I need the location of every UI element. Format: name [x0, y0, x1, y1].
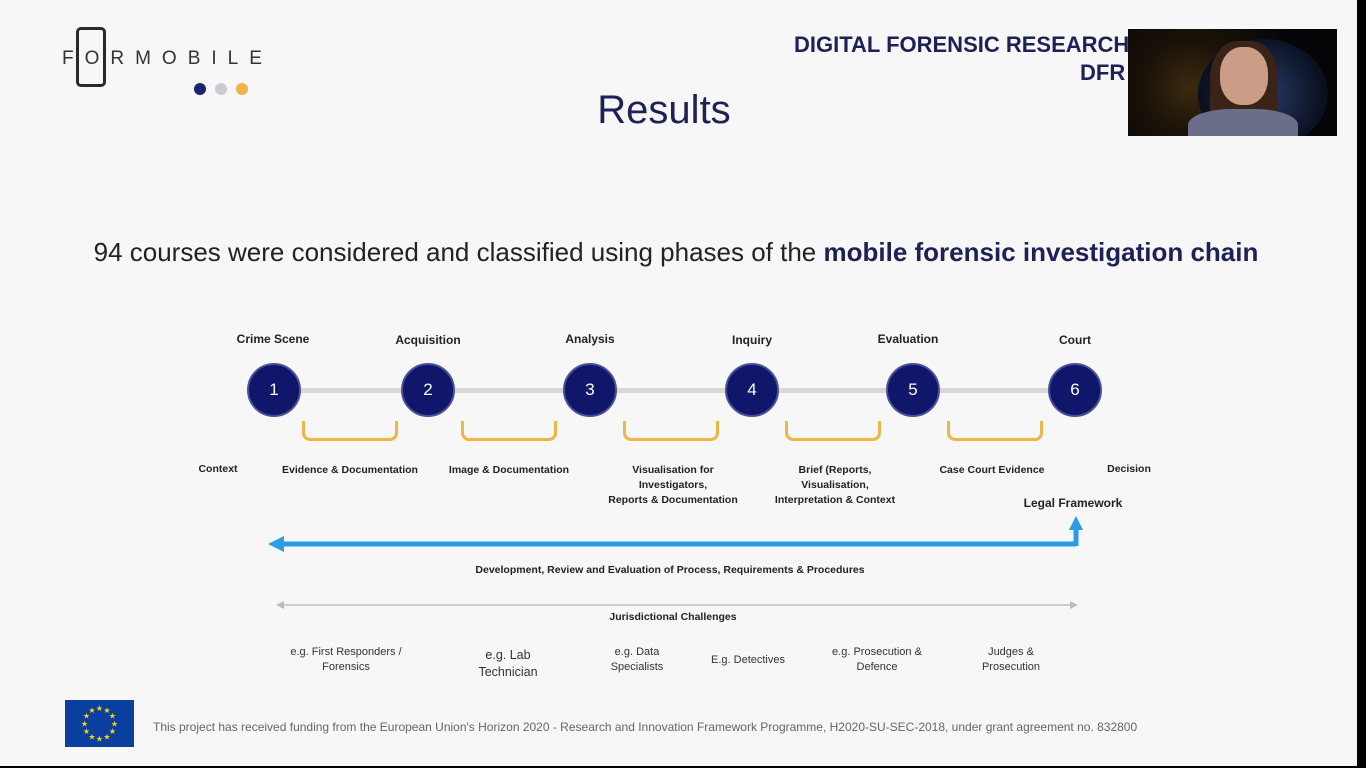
svg-text:★: ★ — [109, 712, 116, 721]
svg-text:★: ★ — [103, 706, 110, 715]
svg-text:★: ★ — [96, 735, 103, 744]
output-bracket-1 — [302, 421, 398, 441]
presenter-webcam-video — [1128, 29, 1337, 136]
phase-label-crime-scene: Crime Scene — [236, 332, 310, 346]
logo-dot-navy — [194, 83, 206, 95]
svg-text:★: ★ — [111, 720, 118, 729]
svg-text:★: ★ — [83, 712, 90, 721]
phase-label-inquiry: Inquiry — [731, 333, 773, 347]
output-bracket-2 — [461, 421, 557, 441]
role-label-5: e.g. Prosecution & Defence — [832, 646, 922, 673]
connector-3-4 — [590, 388, 752, 393]
role-label-6: Judges & Prosecution — [981, 646, 1041, 673]
decision-label: Decision — [1107, 463, 1151, 475]
svg-text:★: ★ — [96, 704, 103, 713]
subtitle-bold: mobile forensic investigation chain — [823, 237, 1259, 267]
eu-stars-icon: ★ ★ ★ ★ ★ ★ ★ ★ ★ ★ ★ ★ — [81, 704, 118, 744]
output-label-2: Image & Documentation — [448, 464, 570, 476]
output-label-1: Evidence & Documentation — [282, 464, 418, 476]
funding-statement: This project has received funding from t… — [153, 720, 1138, 734]
organization-line2: DFR — [1080, 60, 1126, 85]
svg-text:★: ★ — [109, 727, 116, 736]
phase-node-2: 2 — [401, 363, 455, 417]
logo-text: FORMOBILE — [62, 48, 273, 69]
phase-node-6: 6 — [1048, 363, 1102, 417]
role-label-4: E.g. Detectives — [711, 654, 785, 666]
output-bracket-3 — [623, 421, 719, 441]
connector-1-2 — [274, 388, 428, 393]
slide-subtitle: 94 courses were considered and classifie… — [0, 237, 1352, 268]
connector-2-3 — [428, 388, 590, 393]
role-label-2: e.g. Lab Technician — [478, 648, 538, 679]
phase-node-4: 4 — [725, 363, 779, 417]
connector-5-6 — [913, 388, 1075, 393]
role-label-3: e.g. Data Specialists — [610, 646, 664, 673]
svg-text:★: ★ — [88, 706, 95, 715]
phase-node-1: 1 — [247, 363, 301, 417]
output-label-3: Visualisation for Investigators, Reports… — [608, 464, 738, 506]
phase-label-court: Court — [1059, 333, 1091, 347]
context-label: Context — [198, 463, 238, 475]
connector-4-5 — [752, 388, 913, 393]
formobile-logo: FORMOBILE — [62, 27, 262, 97]
phase-label-analysis: Analysis — [565, 332, 615, 346]
phase-node-5: 5 — [886, 363, 940, 417]
svg-text:★: ★ — [88, 733, 95, 742]
organization-title: DIGITAL FORENSIC RESEARCH DFR — [794, 31, 1224, 91]
output-bracket-5 — [947, 421, 1043, 441]
subtitle-prefix: 94 courses were considered and classifie… — [93, 237, 824, 267]
phase-node-3: 3 — [563, 363, 617, 417]
svg-text:★: ★ — [81, 720, 88, 729]
phase-label-acquisition: Acquisition — [395, 333, 461, 347]
logo-dot-grey — [215, 83, 227, 95]
svg-text:★: ★ — [103, 733, 110, 742]
organization-line1: DIGITAL FORENSIC RESEARCH — [794, 32, 1130, 57]
eu-flag-logo: ★ ★ ★ ★ ★ ★ ★ ★ ★ ★ ★ ★ — [65, 700, 134, 747]
output-label-5: Case Court Evidence — [939, 464, 1045, 476]
role-label-1: e.g. First Responders / Forensics — [290, 646, 402, 673]
output-bracket-4 — [785, 421, 881, 441]
process-label: Development, Review and Evaluation of Pr… — [475, 564, 865, 576]
phase-label-evaluation: Evaluation — [877, 332, 939, 346]
slide-title: Results — [597, 88, 731, 132]
output-label-4: Brief (Reports, Visualisation, Interpret… — [774, 464, 896, 506]
jurisdiction-label: Jurisdictional Challenges — [609, 611, 737, 623]
svg-text:★: ★ — [83, 727, 90, 736]
logo-dot-orange — [236, 83, 248, 95]
legal-framework-label: Legal Framework — [1023, 496, 1123, 510]
logo-dots — [194, 83, 248, 95]
phone-outline-icon — [76, 27, 106, 87]
